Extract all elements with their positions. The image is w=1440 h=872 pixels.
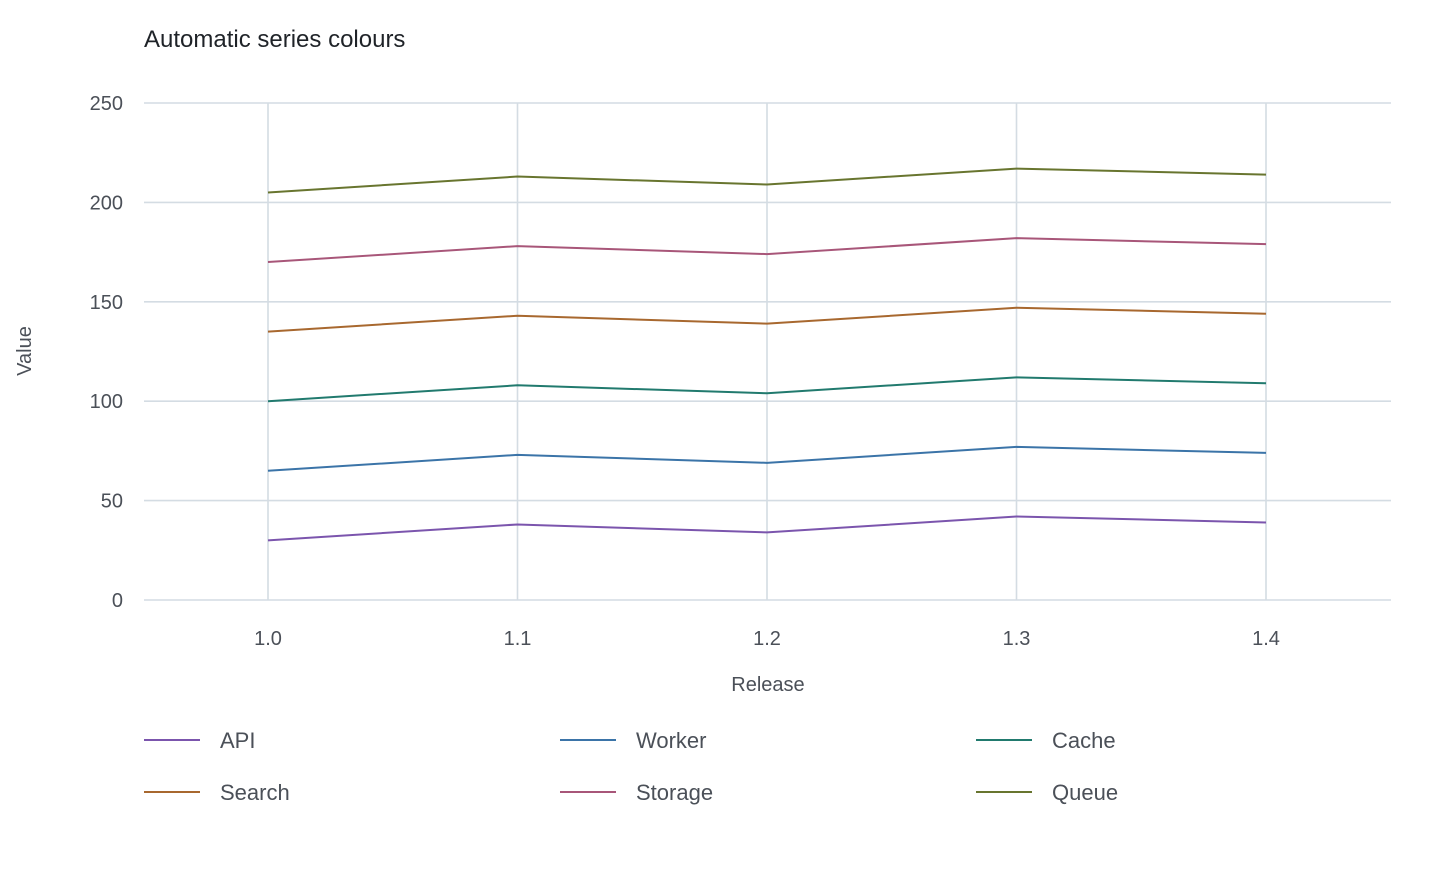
legend-item-api: API <box>144 728 255 753</box>
legend-label: Worker <box>636 728 707 753</box>
y-axis-label: Value <box>14 326 36 376</box>
series-line-queue <box>267 167 1267 194</box>
legend-item-queue: Queue <box>976 780 1118 805</box>
x-axis-label: Release <box>731 674 804 696</box>
y-tick-label: 50 <box>101 491 123 513</box>
x-tick-label: 1.2 <box>753 628 781 650</box>
legend-label: Storage <box>636 780 713 805</box>
grid <box>144 102 1391 601</box>
x-axis-ticks: 1.0 1.1 1.2 1.3 1.4 <box>254 628 1280 650</box>
legend-item-search: Search <box>144 780 290 805</box>
legend-item-worker: Worker <box>560 728 707 753</box>
legend-label: Cache <box>1052 728 1116 753</box>
y-axis-ticks: 0 50 100 150 200 250 <box>90 93 123 612</box>
series-line-search <box>267 306 1267 333</box>
series-line-api <box>267 515 1267 542</box>
x-tick-label: 1.3 <box>1003 628 1031 650</box>
y-tick-label: 100 <box>90 391 123 413</box>
x-tick-label: 1.4 <box>1252 628 1280 650</box>
legend-label: Search <box>220 780 290 805</box>
legend-label: Queue <box>1052 780 1118 805</box>
y-tick-label: 200 <box>90 192 123 214</box>
x-tick-label: 1.0 <box>254 628 282 650</box>
series-line-worker <box>267 445 1267 472</box>
chart-title: Automatic series colours <box>144 26 405 53</box>
x-tick-label: 1.1 <box>504 628 532 650</box>
legend-label: API <box>220 728 255 753</box>
series-line-cache <box>267 376 1267 403</box>
y-tick-label: 250 <box>90 93 123 115</box>
legend-item-cache: Cache <box>976 728 1116 753</box>
y-tick-label: 0 <box>112 590 123 612</box>
y-tick-label: 150 <box>90 292 123 314</box>
series-line-storage <box>267 237 1267 264</box>
legend: API Worker Cache Search Storage Queue <box>144 728 1118 805</box>
series-lines <box>267 167 1267 542</box>
legend-item-storage: Storage <box>560 780 713 805</box>
